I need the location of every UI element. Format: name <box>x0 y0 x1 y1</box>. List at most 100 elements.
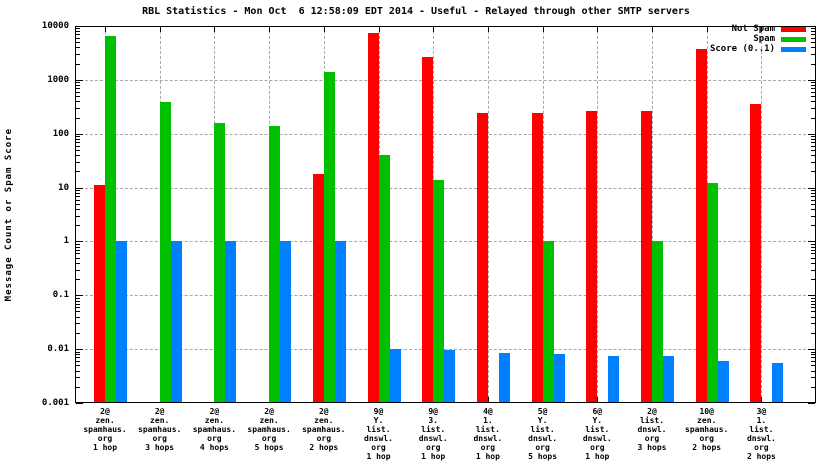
score-bar <box>608 355 620 403</box>
legend-label: Spam <box>753 34 775 44</box>
x-axis-label-line: spamhaus. <box>138 425 182 434</box>
x-axis-label-line: 2@ <box>209 407 220 416</box>
x-axis-label-line: 1 hop <box>92 443 118 452</box>
y-minor-tick <box>811 307 815 309</box>
y-minor-tick <box>811 297 815 299</box>
x-tick <box>597 397 599 402</box>
y-minor-tick <box>76 351 80 353</box>
y-minor-tick <box>811 225 815 227</box>
spam-bar <box>706 183 718 403</box>
score-bar <box>772 363 784 403</box>
legend-item: Spam <box>710 35 806 44</box>
x-axis-label-line: 5 hops <box>254 443 284 452</box>
y-minor-tick <box>811 82 815 84</box>
legend-swatch <box>781 37 806 42</box>
x-axis-label-line: 2@ <box>100 407 110 416</box>
y-minor-tick <box>76 117 80 119</box>
score-bar <box>334 241 346 403</box>
x-axis-label-line: 4 hops <box>199 443 229 452</box>
x-axis-group-label: 6@ Y. list. dnswl. org 1 hop <box>583 407 612 461</box>
x-axis-group-label: 9@ 3. list. dnswl. org 1 hop <box>419 407 448 461</box>
y-minor-tick <box>811 28 815 30</box>
y-minor-tick <box>811 192 815 194</box>
spam-bar <box>542 241 554 403</box>
x-tick <box>487 397 489 402</box>
x-tick <box>269 27 271 32</box>
y-minor-tick <box>811 63 815 65</box>
y-minor-tick <box>76 209 80 210</box>
y-minor-tick <box>76 88 80 90</box>
not-spam-bar <box>312 173 324 403</box>
y-minor-tick <box>76 31 80 33</box>
y-minor-tick <box>76 199 80 201</box>
legend-label: Not Spam <box>731 24 775 34</box>
y-minor-tick <box>76 96 80 98</box>
x-tick <box>214 27 216 32</box>
y-major-tick <box>76 403 83 404</box>
x-tick <box>159 27 161 32</box>
y-minor-tick <box>76 311 80 313</box>
x-axis-group-label: 2@ zen. spamhaus. org 1 hop <box>83 407 126 452</box>
y-minor-tick <box>76 82 80 84</box>
score-bar <box>498 352 510 403</box>
x-axis-group-label: 9@ Y. list. dnswl. org 1 hop <box>364 407 393 461</box>
not-spam-bar <box>641 111 652 403</box>
y-minor-tick <box>76 361 80 363</box>
not-spam-bar <box>531 113 543 403</box>
y-minor-tick <box>811 42 815 44</box>
y-minor-tick <box>76 138 80 140</box>
y-tick-label: 0.001 <box>41 398 69 408</box>
y-minor-tick <box>76 257 80 259</box>
x-axis-label-line: dnswl. <box>582 434 612 443</box>
y-minor-tick <box>76 42 80 44</box>
y-major-tick <box>808 241 815 243</box>
x-tick <box>323 27 325 32</box>
y-minor-tick <box>811 190 815 192</box>
x-axis-label-line: 1 hop <box>475 452 500 461</box>
y-minor-tick <box>811 300 815 302</box>
score-bar <box>225 241 237 403</box>
score-bar <box>116 241 127 403</box>
y-tick-label: 0.1 <box>52 290 69 301</box>
y-minor-tick <box>76 323 80 325</box>
y-minor-tick <box>811 85 815 87</box>
y-minor-tick <box>76 192 80 194</box>
y-minor-tick <box>811 303 815 305</box>
y-minor-tick <box>76 108 80 110</box>
y-minor-tick <box>76 225 80 227</box>
y-major-tick <box>76 133 83 135</box>
x-axis-label-line: org <box>754 443 769 452</box>
x-axis-group-label: 10@ zen. spamhaus. org 2 hops <box>685 407 728 452</box>
x-axis-label-line: zen. <box>259 416 279 425</box>
y-minor-tick <box>811 209 815 210</box>
x-axis-label-line: Y. <box>592 416 603 425</box>
y-tick-label: 1000 <box>47 74 69 85</box>
x-tick <box>761 27 763 32</box>
y-minor-tick <box>811 37 815 39</box>
x-axis-label-line: dnswl. <box>364 434 393 443</box>
x-axis-label-line: zen. <box>697 416 717 425</box>
score-bar <box>444 350 456 403</box>
gridline-vertical <box>542 26 544 403</box>
score-bar <box>170 241 182 403</box>
y-minor-tick <box>76 365 80 367</box>
y-minor-tick <box>811 108 815 110</box>
y-minor-tick <box>76 253 80 255</box>
gridline-horizontal <box>75 79 816 81</box>
y-minor-tick <box>76 54 80 56</box>
x-axis-group-label: 2@ zen. spamhaus. org 4 hops <box>193 407 236 452</box>
y-major-tick <box>76 241 83 243</box>
not-spam-bar <box>695 49 707 403</box>
gridline-vertical <box>652 26 653 403</box>
spam-bar <box>159 101 171 403</box>
x-axis-label-line: zen. <box>204 416 225 425</box>
x-axis-group-label: 3@ 1. list. dnswl. org 2 hops <box>747 407 776 461</box>
x-tick <box>487 27 489 32</box>
x-axis-label-line: 3. <box>428 416 438 425</box>
y-minor-tick <box>811 269 815 271</box>
y-minor-tick <box>811 88 815 90</box>
y-minor-tick <box>811 257 815 259</box>
x-axis-label-line: dnswl. <box>637 425 667 434</box>
x-axis-label-line: 3 hops <box>637 443 667 452</box>
y-minor-tick <box>811 155 815 157</box>
